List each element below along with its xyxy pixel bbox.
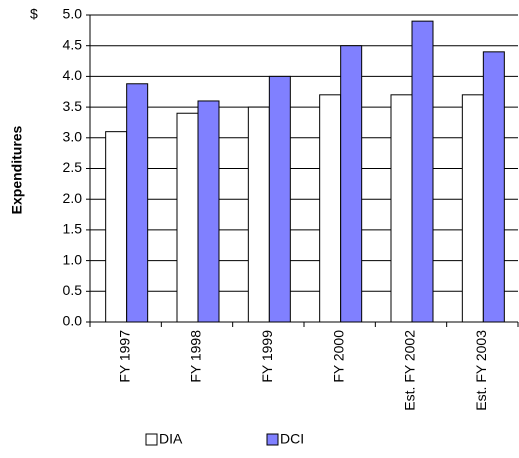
legend-swatch: [145, 433, 158, 446]
y-tick-label: 4.5: [63, 36, 83, 52]
legend-swatch: [266, 433, 279, 446]
bar: [390, 94, 413, 323]
y-axis-title: Expenditures: [9, 125, 25, 214]
bar: [197, 100, 220, 323]
y-tick-label: 4.0: [63, 67, 83, 83]
y-tick-label: 1.0: [63, 251, 83, 267]
bar: [268, 75, 291, 323]
y-tick-label: 2.0: [63, 190, 83, 206]
y-tick-label: 2.5: [63, 159, 83, 175]
bar: [176, 112, 199, 323]
bar: [105, 131, 128, 323]
legend-label: DIA: [159, 431, 183, 447]
bar: [461, 94, 484, 323]
bar: [482, 51, 505, 323]
x-tick-label: FY 1999: [259, 330, 275, 383]
y-tick-label: 0.5: [63, 282, 83, 298]
y-tick-label: 3.5: [63, 98, 83, 114]
bar: [126, 83, 149, 323]
y-tick-label: 5.0: [63, 6, 83, 22]
x-tick-label: Est. FY 2002: [402, 330, 418, 411]
bar: [411, 20, 434, 323]
y-tick-label: 1.5: [63, 221, 83, 237]
legend-label: DCI: [280, 431, 304, 447]
y-tick-label: 0.0: [63, 313, 83, 329]
y-unit: $: [30, 6, 38, 22]
x-tick-label: FY 2000: [330, 330, 346, 383]
bar: [340, 45, 363, 323]
x-tick-label: FY 1997: [116, 330, 132, 383]
x-tick-label: Est. FY 2003: [473, 330, 489, 411]
bar: [247, 106, 270, 323]
x-tick-label: FY 1998: [188, 330, 204, 383]
bar: [319, 94, 342, 323]
y-tick-label: 3.0: [63, 129, 83, 145]
